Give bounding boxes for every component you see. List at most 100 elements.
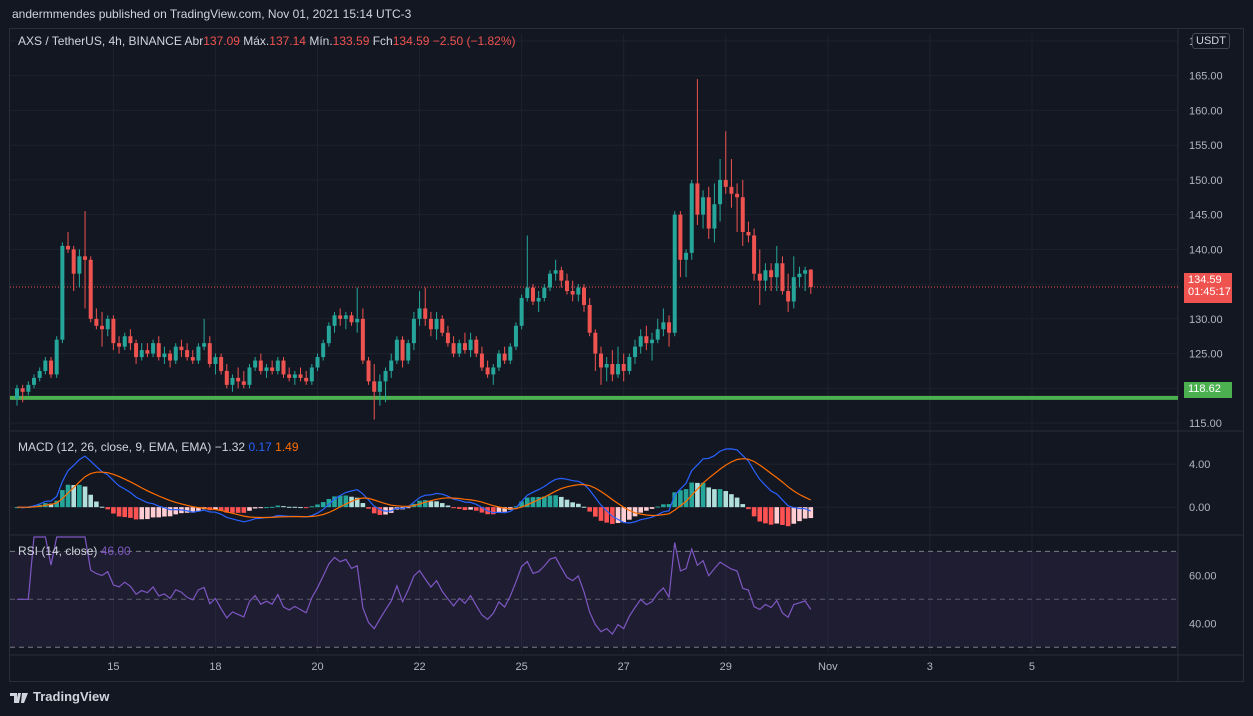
support-price-tag: 118.62 — [1184, 382, 1232, 398]
candle-body — [423, 308, 428, 319]
time-tick-label: Nov — [818, 661, 838, 673]
candle-body — [701, 197, 706, 215]
macd-histogram-bar — [666, 504, 672, 508]
candle-body — [451, 343, 456, 354]
macd-histogram-bar — [678, 490, 683, 508]
candle-body — [757, 273, 762, 281]
macd-histogram-bar — [542, 496, 547, 508]
macd-tick-label: 0.00 — [1189, 502, 1210, 514]
candle-body — [264, 367, 269, 371]
macd-histogram-bar — [740, 504, 746, 508]
candle-body — [587, 304, 592, 333]
macd-histogram-bar — [71, 485, 76, 508]
macd-legend: MACD (12, 26, close, 9, EMA, EMA) −1.32 … — [18, 440, 299, 454]
candle-body — [389, 360, 394, 371]
macd-histogram-bar — [354, 497, 360, 508]
time-tick-label: 18 — [209, 661, 221, 673]
macd-histogram-bar — [462, 507, 468, 511]
price-tick-label: 140.00 — [1189, 244, 1223, 256]
macd-histogram-bar — [581, 506, 587, 508]
macd-histogram-bar — [247, 507, 252, 511]
candle-body — [270, 367, 275, 371]
currency-badge[interactable]: USDT — [1192, 33, 1230, 49]
macd-histogram-bar — [292, 506, 298, 508]
macd-histogram-bar — [445, 505, 451, 508]
candle-body — [644, 336, 649, 344]
candle-body — [100, 325, 105, 330]
macd-histogram-bar — [791, 507, 797, 524]
macd-histogram-bar — [802, 507, 808, 519]
macd-histogram-bar — [139, 507, 145, 520]
candle-body — [712, 204, 717, 229]
candle-body — [236, 377, 241, 382]
candle-body — [366, 360, 371, 382]
candle-body — [349, 315, 354, 323]
macd-line-value: 0.17 — [248, 440, 272, 454]
macd-histogram-bar — [768, 507, 774, 525]
change-value: −2.50 (−1.82%) — [432, 34, 516, 48]
time-tick-label: 15 — [107, 661, 119, 673]
chart-frame[interactable] — [9, 28, 1244, 682]
candle-body — [173, 346, 178, 361]
candle-body — [377, 381, 382, 392]
macd-histogram-bar — [105, 507, 111, 510]
footer-brand[interactable]: TradingView — [10, 689, 109, 704]
last-price-tag: 134.59 01:45:17 — [1184, 273, 1232, 303]
macd-histogram-bar — [746, 507, 751, 510]
price-tick-label: 145.00 — [1189, 210, 1223, 222]
candle-body — [570, 291, 575, 295]
macd-histogram-bar — [723, 491, 729, 508]
candle-body — [179, 346, 184, 351]
macd-histogram-bar — [377, 507, 383, 515]
candle-body — [547, 273, 552, 288]
macd-histogram-bar — [422, 500, 428, 508]
time-tick-label: 27 — [618, 661, 630, 673]
candle-body — [769, 270, 774, 278]
candle-body — [706, 197, 711, 229]
candle-body — [797, 273, 802, 278]
macd-histogram-bar — [190, 507, 196, 513]
candle-body — [287, 374, 292, 378]
macd-histogram-bar — [615, 507, 621, 524]
macd-histogram-bar — [133, 507, 139, 520]
macd-histogram-bar — [258, 507, 264, 509]
macd-histogram-bar — [281, 506, 286, 508]
macd-histogram-bar — [326, 498, 332, 508]
macd-histogram-bar — [224, 507, 230, 513]
macd-histogram-bar — [468, 507, 473, 510]
candle-body — [94, 318, 99, 326]
candle-body — [128, 336, 133, 344]
macd-histogram-bar — [122, 507, 128, 518]
open-value: 137.09 — [203, 34, 240, 48]
macd-histogram-bar — [490, 507, 496, 515]
high-label: Máx. — [243, 34, 270, 48]
candle-body — [508, 346, 513, 361]
macd-hist-value: −1.32 — [214, 440, 246, 454]
macd-histogram-bar — [621, 507, 626, 523]
price-tick-label: 130.00 — [1189, 314, 1223, 326]
candle-body — [168, 353, 173, 361]
candle-body — [582, 287, 586, 305]
time-tick-label: 25 — [516, 661, 528, 673]
candle-body — [190, 357, 195, 361]
candle-body — [576, 287, 581, 295]
candle-body — [593, 332, 598, 354]
macd-histogram-bar — [371, 507, 377, 514]
candle-body — [343, 315, 348, 319]
macd-histogram-bar — [655, 506, 661, 508]
candle-body — [304, 377, 309, 382]
macd-histogram-bar — [230, 507, 235, 513]
candle-body — [604, 364, 609, 368]
macd-histogram-bar — [672, 492, 678, 508]
candle-body — [729, 186, 734, 194]
macd-histogram-bar — [167, 507, 173, 517]
candle-body — [650, 339, 655, 344]
macd-histogram-bar — [627, 507, 632, 520]
footer-text: TradingView — [33, 689, 110, 704]
candle-body — [309, 367, 314, 382]
candle-body — [684, 252, 689, 260]
candle-body — [752, 235, 757, 274]
candle-body — [275, 360, 280, 371]
macd-histogram-bar — [99, 506, 105, 508]
